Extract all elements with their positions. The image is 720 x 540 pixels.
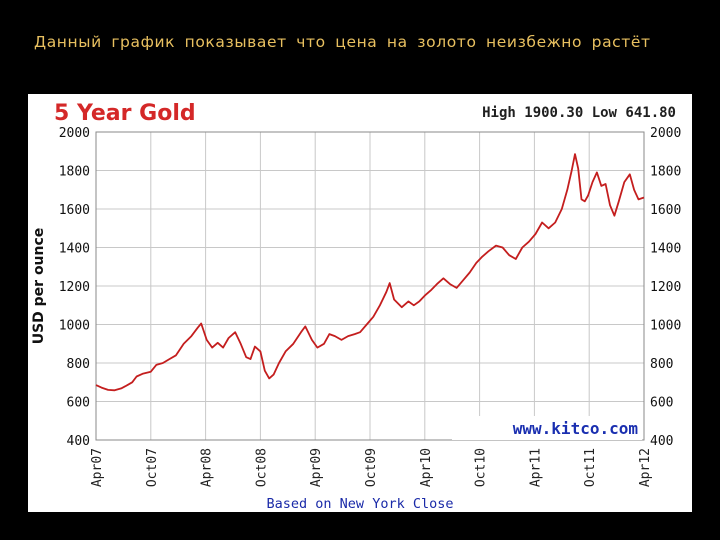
x-tick-label: Apr10	[419, 448, 434, 487]
y-tick-label-left: 1200	[59, 280, 90, 295]
chart-panel: 5 Year Gold High 1900.30 Low 641.80 400 6…	[28, 94, 692, 512]
x-tick-label: Apr11	[528, 448, 543, 487]
chart-footnote: Based on New York Close	[267, 496, 454, 512]
y-tick-label-left: 2000	[59, 126, 90, 141]
kitco-watermark: www.kitco.com	[513, 419, 639, 438]
y-tick-label-left: 800	[67, 357, 90, 372]
y-tick-label-left: 1600	[59, 203, 90, 218]
y-tick-label-right: 2000	[650, 126, 681, 141]
x-tick-label: Oct08	[254, 448, 269, 487]
x-ticks: Apr07 Oct07 Apr08 Oct08 Apr09 Oct09 Apr10 Oct10…	[90, 448, 653, 487]
x-tick-label: Apr09	[309, 448, 324, 487]
x-tick-label: Apr12	[638, 448, 653, 487]
watermark-backdrop	[452, 416, 642, 440]
chart-title: 5 Year Gold	[54, 101, 196, 126]
x-tick-label: Apr08	[200, 448, 215, 487]
y-tick-label-right: 1200	[650, 280, 681, 295]
y-tick-label-right: 800	[650, 357, 673, 372]
x-tick-label: Oct07	[145, 448, 160, 487]
y-tick-label-right: 1800	[650, 165, 681, 180]
y-tick-label-left: 400	[67, 434, 90, 449]
y-tick-label-right: 400	[650, 434, 673, 449]
y-tick-label-right: 1600	[650, 203, 681, 218]
x-tick-label: Oct09	[364, 448, 379, 487]
slide-caption: Данный график показывает что цена на зол…	[34, 33, 651, 51]
y-tick-label-left: 1400	[59, 242, 90, 257]
chart-grid	[95, 131, 645, 441]
x-tick-label: Apr07	[90, 448, 105, 487]
y-ticks-right: 400 600 800 1000 1200 1400 1600 1800 2000	[650, 126, 681, 449]
x-tick-label: Oct10	[474, 448, 489, 487]
gold-price-chart: 5 Year Gold High 1900.30 Low 641.80 400 6…	[31, 101, 681, 512]
x-tick-label: Oct11	[583, 448, 598, 487]
y-tick-label-left: 1800	[59, 165, 90, 180]
gold-price-line	[95, 153, 645, 392]
y-axis-label: USD per ounce	[31, 228, 47, 345]
y-tick-label-left: 1000	[59, 319, 90, 334]
y-ticks-left: 400 600 800 1000 1200 1400 1600 1800 2000	[59, 126, 90, 449]
y-tick-label-right: 1400	[650, 242, 681, 257]
series-layer	[95, 153, 645, 392]
y-tick-label-left: 600	[67, 396, 90, 411]
plot-frame	[95, 131, 645, 441]
high-low-readout: High 1900.30 Low 641.80	[482, 105, 676, 121]
y-tick-label-right: 1000	[650, 319, 681, 334]
y-tick-label-right: 600	[650, 396, 673, 411]
